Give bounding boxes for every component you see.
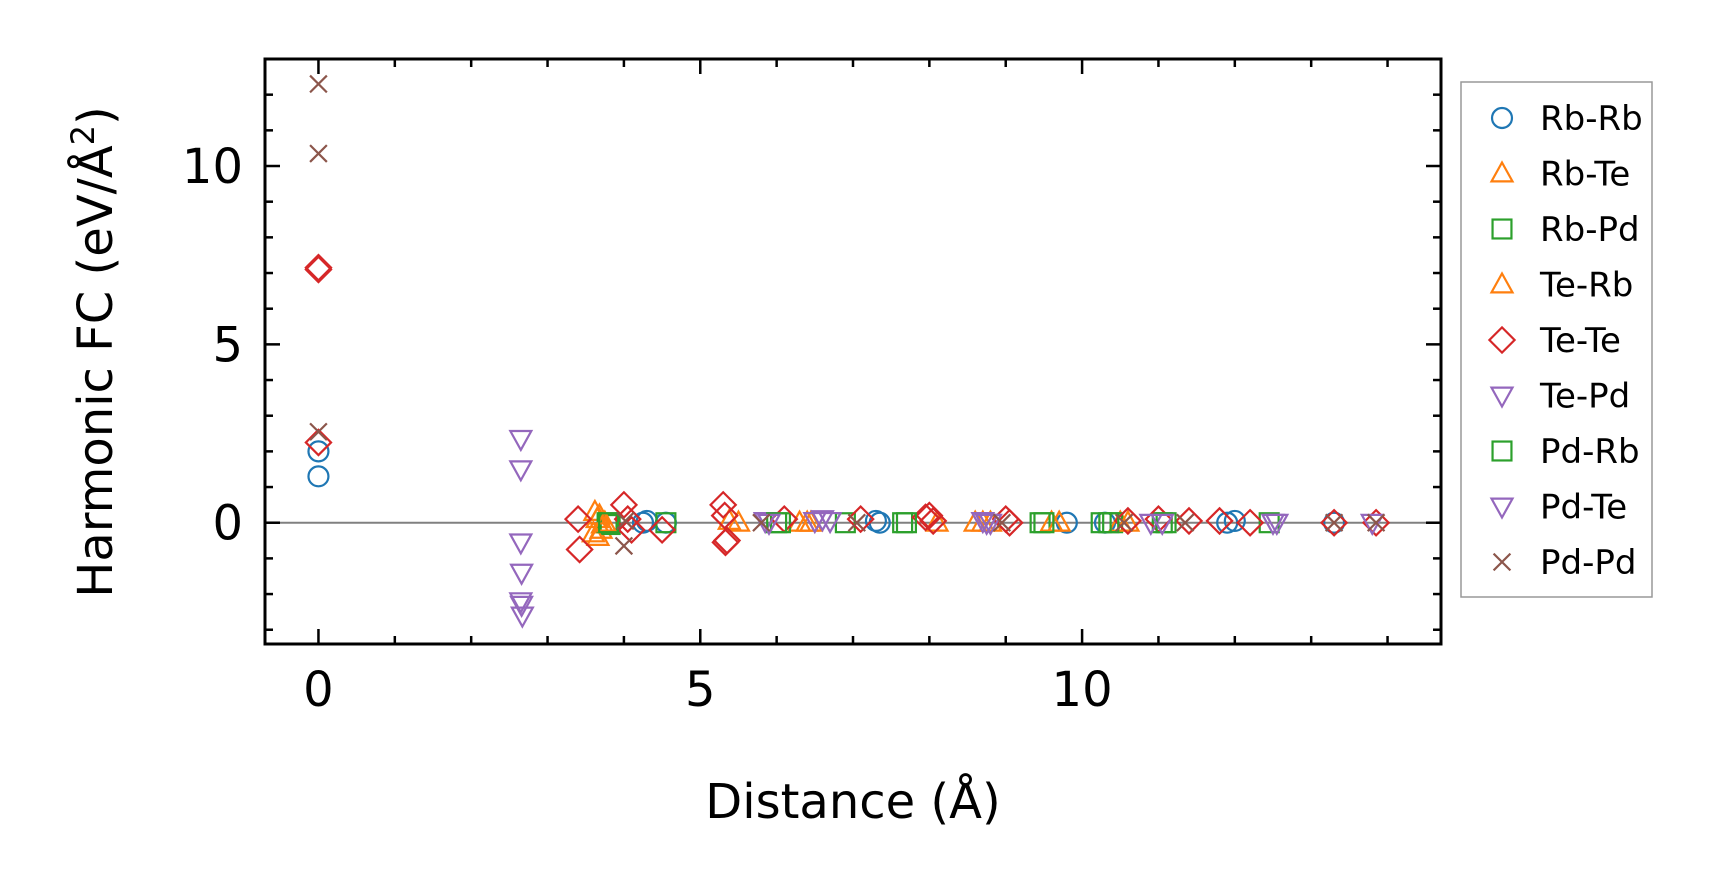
y-axis-label-main: Harmonic FC (eV/Å — [67, 145, 124, 598]
data-point — [970, 511, 996, 535]
legend-label: Te-Pd — [1539, 377, 1630, 417]
data-point — [895, 512, 918, 534]
x-tick-label: 5 — [685, 662, 716, 718]
data-point — [1205, 506, 1234, 536]
data-point — [304, 255, 333, 284]
data-point — [1098, 512, 1120, 534]
legend-marker — [1492, 552, 1512, 572]
data-point — [766, 512, 788, 534]
legend-label: Te-Te — [1539, 321, 1621, 361]
x-axis-label: Distance (Å) — [705, 773, 1000, 830]
data-point — [711, 528, 740, 557]
series-te-te — [304, 253, 1391, 564]
data-point — [752, 513, 771, 532]
data-point — [847, 513, 866, 532]
legend-marker — [1491, 440, 1513, 462]
data-point — [992, 513, 1012, 532]
x-tick-label: 0 — [303, 662, 334, 718]
legend-label: Rb-Pd — [1540, 210, 1640, 250]
data-point — [614, 536, 634, 556]
data-point — [846, 504, 875, 534]
data-point — [1323, 511, 1346, 534]
data-point — [309, 422, 328, 441]
data-point — [1235, 508, 1265, 537]
y-tick-label: 5 — [212, 317, 243, 373]
data-point — [1223, 509, 1246, 533]
plot-frame — [263, 57, 1443, 646]
y-tick-label: 0 — [212, 496, 243, 552]
data-point — [304, 253, 333, 282]
points-layer — [304, 74, 1391, 629]
data-point — [617, 515, 646, 545]
legend-marker — [1489, 386, 1515, 409]
data-point — [802, 511, 828, 535]
data-point — [563, 504, 593, 534]
data-point — [710, 501, 739, 530]
series-pd-pd — [309, 74, 1386, 556]
data-point — [1361, 508, 1391, 537]
data-point — [794, 509, 820, 532]
legend: Rb-Rb Rb-Te Rb-Pd Te-Rb Te-Te Te-Pd Pd-Rb Pd-Te… — [1460, 81, 1653, 598]
legend-label: Pd-Rb — [1540, 432, 1640, 472]
data-point — [810, 510, 835, 533]
legend-marker — [1489, 160, 1515, 183]
legend-marker — [1490, 106, 1514, 130]
legend-marker — [1491, 218, 1513, 240]
legend-frame — [1460, 81, 1653, 598]
data-point — [508, 460, 534, 483]
data-point — [919, 506, 948, 536]
legend-label: Te-Rb — [1539, 266, 1633, 306]
tick-labels: 0 5 10 0 5 10 — [182, 139, 1113, 718]
data-point — [598, 512, 620, 534]
y-axis-label: Harmonic FC (eV/Å2) — [64, 106, 124, 598]
data-point — [304, 428, 333, 457]
data-point — [1264, 513, 1290, 537]
data-point — [770, 504, 799, 534]
data-point — [911, 503, 940, 532]
x-tick-label: 10 — [1052, 662, 1113, 718]
data-point — [582, 498, 608, 521]
data-point — [565, 535, 594, 564]
data-point — [1149, 513, 1175, 537]
data-point — [1366, 513, 1386, 532]
data-point — [817, 511, 843, 535]
legend-label: Rb-Te — [1540, 155, 1630, 195]
legend-label: Pd-Te — [1540, 488, 1627, 528]
data-point — [307, 440, 330, 463]
data-point — [647, 515, 677, 545]
series-pd-rb — [598, 512, 1177, 534]
data-point — [1033, 512, 1055, 534]
data-point — [1174, 506, 1204, 536]
data-point — [508, 429, 534, 453]
data-point — [509, 563, 534, 586]
data-point — [309, 144, 328, 163]
data-point — [995, 508, 1024, 537]
data-point — [1114, 513, 1134, 532]
data-point — [309, 74, 328, 94]
data-point — [974, 513, 1000, 537]
data-point — [508, 592, 534, 615]
data-point — [1319, 508, 1349, 537]
series-te-pd — [508, 429, 1385, 629]
legend-label: Pd-Pd — [1540, 543, 1636, 583]
y-axis-label-superscript: 2 — [64, 125, 102, 145]
data-point — [1176, 513, 1195, 532]
data-point — [609, 490, 639, 520]
data-point — [307, 465, 330, 488]
data-point — [616, 511, 635, 531]
data-point — [508, 533, 534, 556]
ticks-layer — [265, 57, 1441, 644]
legend-marker — [1489, 271, 1515, 294]
y-tick-label: 10 — [182, 139, 243, 195]
data-point — [709, 490, 738, 520]
data-point — [1324, 513, 1344, 532]
data-point — [1260, 513, 1286, 537]
legend-marker — [1489, 497, 1515, 520]
legend-marker — [1487, 325, 1517, 355]
y-axis-label-close: ) — [68, 106, 124, 125]
legend-label: Rb-Rb — [1540, 99, 1643, 139]
